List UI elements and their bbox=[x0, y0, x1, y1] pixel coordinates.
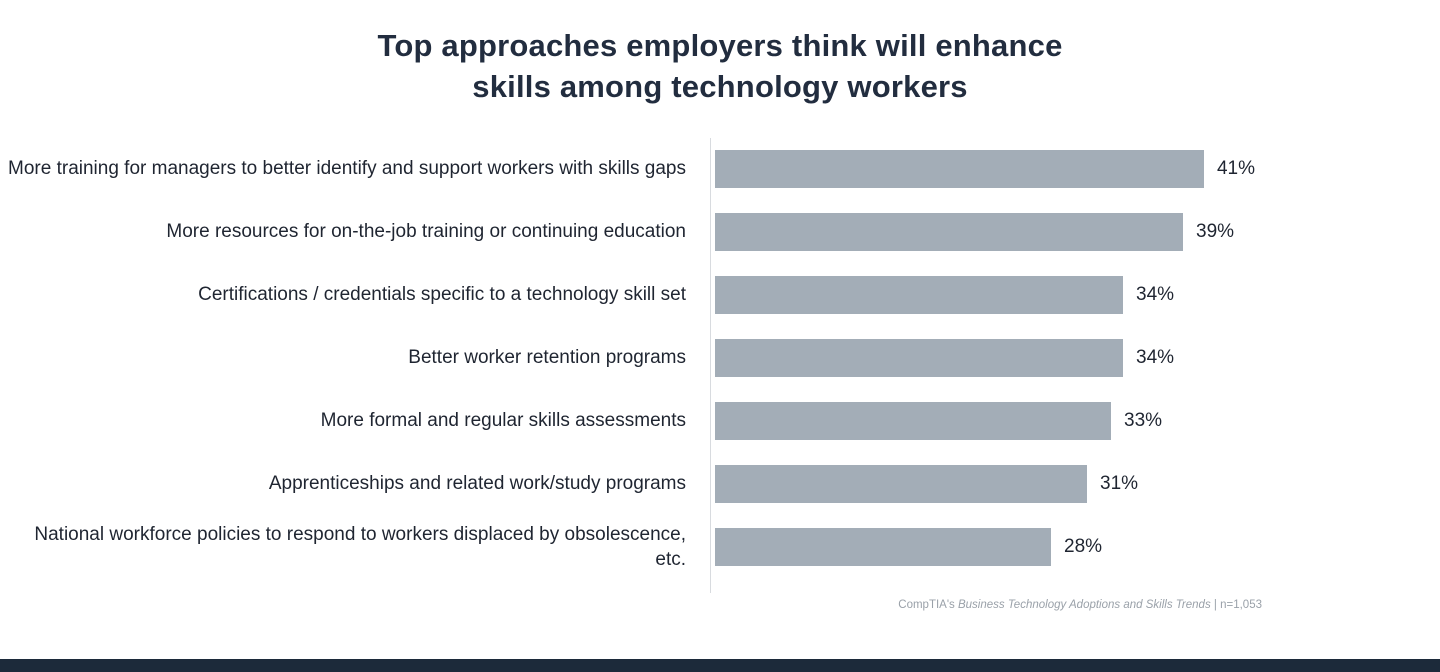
axis-line-tail bbox=[710, 578, 712, 593]
bar-zone: 33% bbox=[710, 389, 1440, 453]
bar bbox=[715, 528, 1051, 567]
source-report-name: Business Technology Adoptions and Skills… bbox=[957, 598, 1211, 611]
bar-row: More training for managers to better ide… bbox=[0, 137, 1440, 201]
bar-value-label: 41% bbox=[1216, 158, 1255, 180]
bar bbox=[715, 276, 1123, 315]
bar-zone: 34% bbox=[710, 326, 1440, 390]
bar-zone: 41% bbox=[710, 137, 1440, 201]
source-attribution: CompTIA's Business Technology Adoptions … bbox=[0, 599, 1440, 611]
bar-zone: 28% bbox=[710, 515, 1440, 579]
bar-value-label: 34% bbox=[1136, 347, 1175, 369]
bar-row: National workforce policies to respond t… bbox=[0, 515, 1440, 579]
bar-value-label: 34% bbox=[1136, 284, 1175, 306]
bar-value-label: 28% bbox=[1064, 536, 1103, 558]
bar-track: 31% bbox=[715, 465, 1255, 504]
bar bbox=[715, 150, 1204, 189]
bar-chart: More training for managers to better ide… bbox=[0, 137, 1440, 593]
bar-row: Apprenticeships and related work/study p… bbox=[0, 452, 1440, 516]
bar-row: More resources for on-the-job training o… bbox=[0, 200, 1440, 264]
category-label: More training for managers to better ide… bbox=[8, 158, 686, 180]
chart-title-line1: Top approaches employers think will enha… bbox=[377, 28, 1063, 63]
category-label: National workforce policies to respond t… bbox=[34, 523, 686, 571]
chart-title: Top approaches employers think will enha… bbox=[0, 0, 1440, 108]
category-label: Better worker retention programs bbox=[408, 347, 686, 369]
bar-value-label: 39% bbox=[1196, 221, 1235, 243]
bar-value-label: 33% bbox=[1124, 410, 1163, 432]
bar-row: Better worker retention programs 34% bbox=[0, 326, 1440, 390]
source-sample-size: | n=1,053 bbox=[1210, 598, 1262, 611]
bar-track: 34% bbox=[715, 339, 1255, 378]
footer-bar bbox=[0, 659, 1440, 672]
bar bbox=[715, 339, 1123, 378]
bar-track: 34% bbox=[715, 276, 1255, 315]
chart-title-line2: skills among technology workers bbox=[472, 68, 968, 104]
bar bbox=[715, 213, 1183, 252]
category-label: More resources for on-the-job training o… bbox=[166, 221, 686, 243]
category-label: Apprenticeships and related work/study p… bbox=[268, 473, 686, 495]
bar-track: 28% bbox=[715, 528, 1255, 567]
bar bbox=[715, 465, 1087, 504]
bar-track: 39% bbox=[715, 213, 1255, 252]
bar bbox=[715, 402, 1111, 441]
bar-zone: 34% bbox=[710, 263, 1440, 327]
bar-value-label: 31% bbox=[1100, 473, 1139, 495]
bar-track: 33% bbox=[715, 402, 1255, 441]
bar-zone: 31% bbox=[710, 452, 1440, 516]
source-prefix: CompTIA's bbox=[898, 598, 958, 611]
bar-row: Certifications / credentials specific to… bbox=[0, 263, 1440, 327]
category-label: More formal and regular skills assessmen… bbox=[320, 410, 686, 432]
bar-zone: 39% bbox=[710, 200, 1440, 264]
bar-track: 41% bbox=[715, 150, 1255, 189]
bar-row: More formal and regular skills assessmen… bbox=[0, 389, 1440, 453]
category-label: Certifications / credentials specific to… bbox=[198, 284, 686, 306]
